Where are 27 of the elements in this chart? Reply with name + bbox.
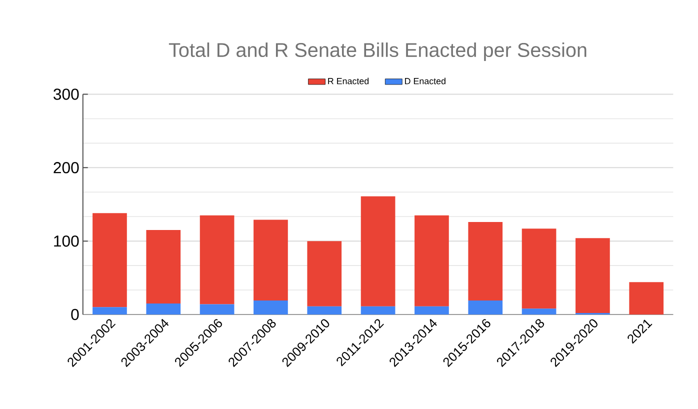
bar	[254, 300, 288, 315]
bar	[522, 228, 556, 309]
legend-label: D Enacted	[405, 78, 446, 84]
bar	[468, 222, 503, 301]
y-tick-label: 200	[54, 162, 79, 174]
bar	[414, 216, 449, 307]
bar	[200, 216, 234, 304]
bar	[576, 238, 610, 314]
y-tick-label: 300	[54, 88, 79, 100]
bar	[468, 300, 503, 315]
bar	[254, 220, 288, 301]
bar	[414, 306, 449, 315]
bar	[360, 306, 396, 315]
bar	[522, 308, 556, 315]
bar	[629, 282, 664, 315]
bar	[92, 213, 127, 308]
bar	[307, 306, 342, 315]
bar	[146, 230, 181, 304]
y-tick-label: 0	[71, 308, 79, 320]
chart-title: Total D and R Senate Bills Enacted per Session	[168, 42, 586, 62]
bar	[307, 241, 342, 307]
bar	[200, 304, 234, 315]
bar	[360, 196, 396, 307]
bar	[146, 304, 181, 315]
y-tick-label: 100	[54, 236, 79, 247]
legend-label: R Enacted	[328, 78, 369, 84]
bar	[92, 307, 127, 315]
